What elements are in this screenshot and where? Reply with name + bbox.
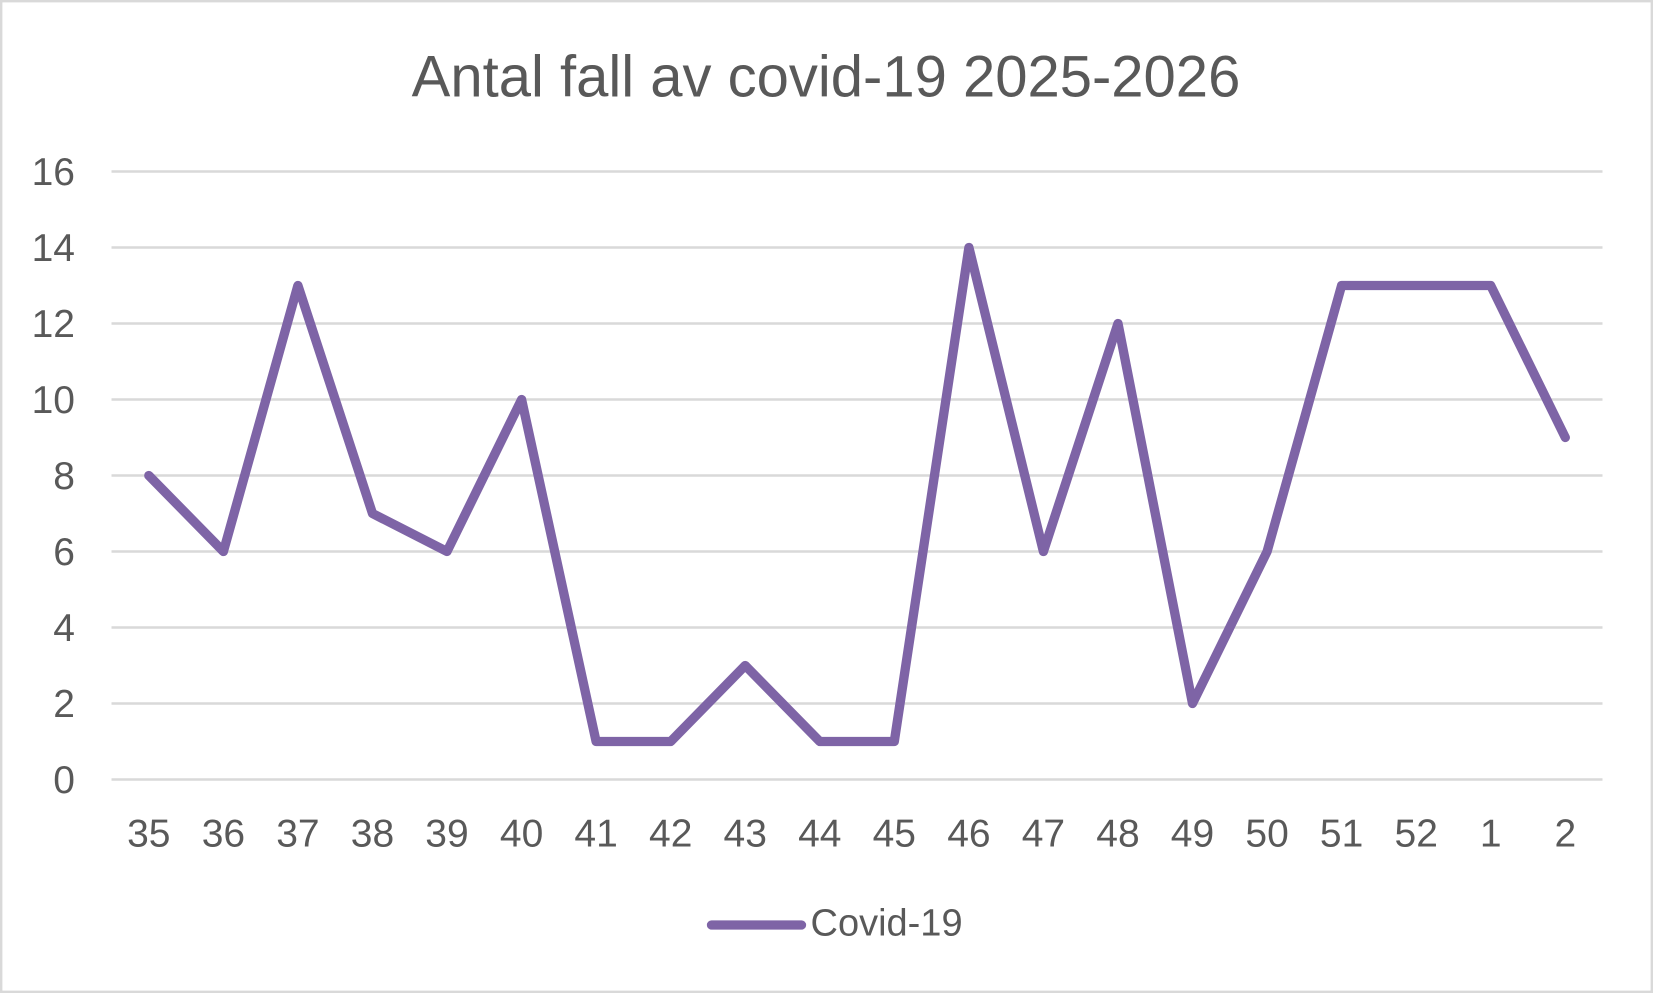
svg-text:8: 8 — [53, 455, 75, 498]
svg-text:38: 38 — [351, 813, 394, 856]
svg-text:35: 35 — [127, 813, 170, 856]
svg-text:36: 36 — [202, 813, 245, 856]
svg-text:2: 2 — [53, 683, 75, 726]
svg-text:Covid-19: Covid-19 — [811, 903, 963, 945]
svg-text:49: 49 — [1171, 813, 1214, 856]
svg-text:42: 42 — [649, 813, 692, 856]
svg-text:37: 37 — [276, 813, 319, 856]
svg-text:39: 39 — [425, 813, 468, 856]
svg-text:4: 4 — [53, 607, 75, 650]
svg-text:16: 16 — [32, 151, 75, 194]
svg-text:40: 40 — [500, 813, 543, 856]
svg-text:41: 41 — [574, 813, 617, 856]
svg-text:6: 6 — [53, 531, 75, 574]
svg-text:14: 14 — [32, 227, 75, 270]
svg-text:44: 44 — [798, 813, 841, 856]
svg-text:50: 50 — [1245, 813, 1288, 856]
svg-text:48: 48 — [1096, 813, 1139, 856]
svg-text:46: 46 — [947, 813, 990, 856]
svg-text:Antal fall av covid-19 2025-20: Antal fall av covid-19 2025-2026 — [412, 45, 1241, 110]
svg-text:12: 12 — [32, 303, 75, 346]
svg-text:47: 47 — [1022, 813, 1065, 856]
svg-text:51: 51 — [1320, 813, 1363, 856]
svg-text:0: 0 — [53, 759, 75, 802]
svg-text:52: 52 — [1395, 813, 1438, 856]
svg-text:43: 43 — [724, 813, 767, 856]
svg-text:45: 45 — [873, 813, 916, 856]
svg-text:10: 10 — [32, 379, 75, 422]
svg-text:1: 1 — [1480, 813, 1502, 856]
svg-text:2: 2 — [1554, 813, 1576, 856]
